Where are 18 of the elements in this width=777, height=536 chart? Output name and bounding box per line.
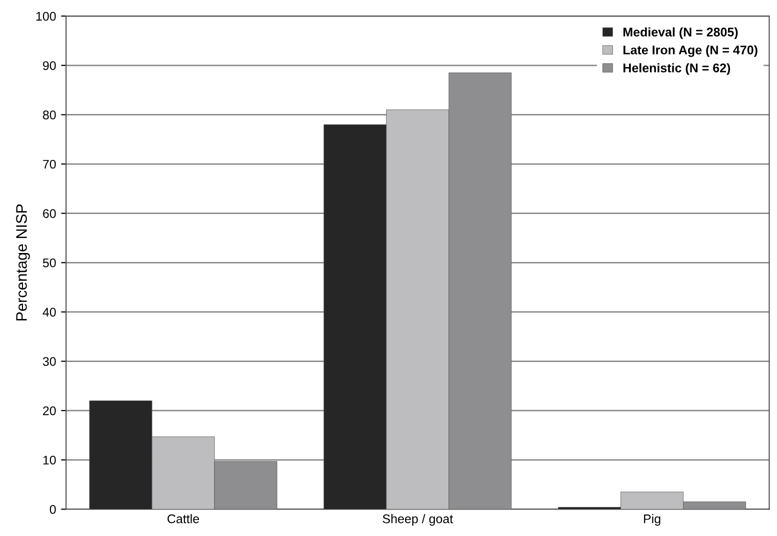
y-tick-label: 40 bbox=[42, 308, 56, 317]
y-tick-label: 0 bbox=[50, 505, 56, 514]
x-tick-label: Cattle bbox=[168, 514, 200, 524]
legend-label: Medieval (N = 2805) bbox=[623, 27, 738, 39]
legend-label: Late Iron Age (N = 470) bbox=[623, 45, 758, 57]
y-tick-label: 90 bbox=[43, 61, 56, 70]
y-tick-label: 20 bbox=[43, 406, 56, 416]
y-tick-label: 10 bbox=[43, 456, 56, 465]
y-tick-label: 50 bbox=[42, 258, 56, 268]
legend-label: Helenistic (N = 62) bbox=[623, 63, 730, 75]
x-tick-label: Sheep / goat bbox=[382, 514, 453, 526]
y-tick-label: 70 bbox=[43, 160, 56, 169]
x-tick-label: Pig bbox=[644, 514, 660, 526]
y-tick-label: 30 bbox=[42, 357, 56, 366]
y-tick-label: 60 bbox=[43, 209, 56, 218]
y-axis-title: Percentage NISP bbox=[16, 204, 30, 320]
y-tick-label: 100 bbox=[36, 12, 56, 21]
y-tick-label: 80 bbox=[42, 110, 56, 120]
